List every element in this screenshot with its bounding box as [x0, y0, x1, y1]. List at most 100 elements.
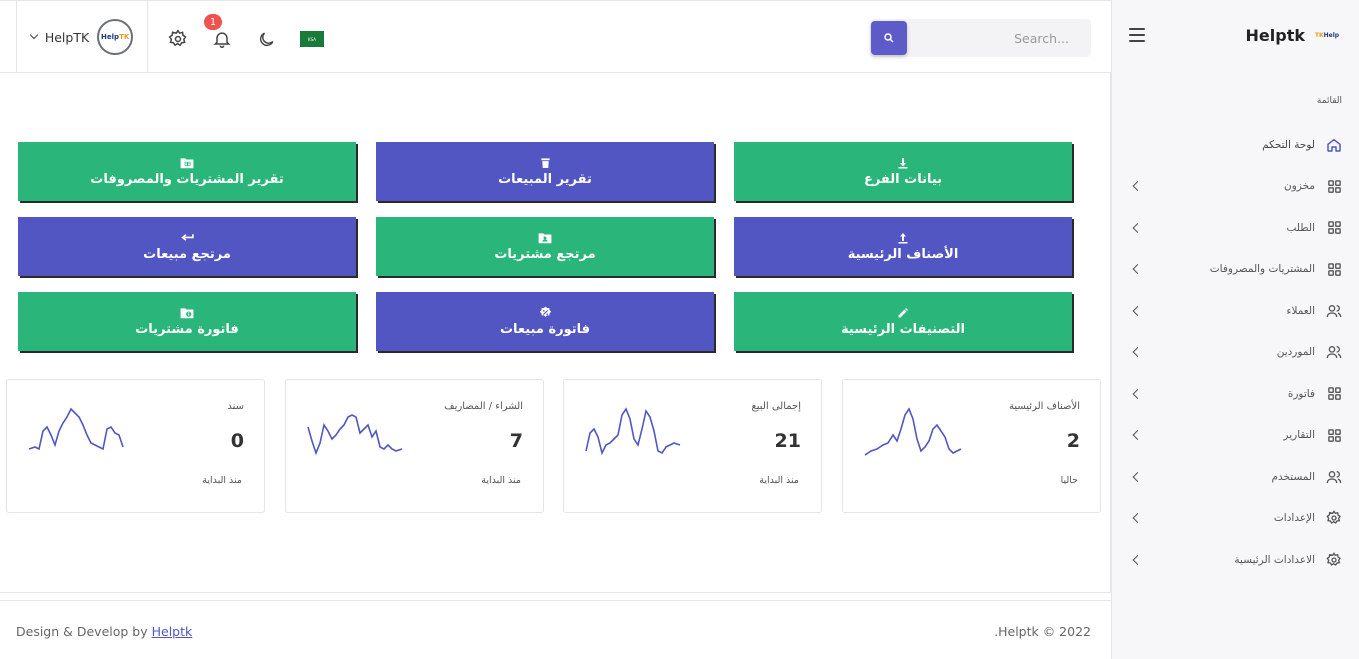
search-box [870, 19, 1091, 57]
search-button[interactable] [871, 21, 907, 55]
sparkline [585, 407, 681, 456]
sidebar-item-label: الاعدادات الرئيسية [1234, 553, 1315, 566]
stat-card-main-items: الأصناف الرئيسية 2 حاليا [842, 379, 1101, 513]
tile-purchases-expenses-report[interactable]: تقرير المشتريات والمصروفات [18, 142, 356, 201]
stat-value: 2 [1066, 430, 1080, 452]
chevron-left-icon [1132, 181, 1143, 192]
sidebar-menu: لوحة التحكم مخزون الطلب المشتريات والمصر… [1112, 124, 1359, 581]
footer-credit-text: Design & Develop by [16, 624, 148, 639]
sidebar-item-reports[interactable]: التقارير [1112, 415, 1359, 457]
chevron-left-icon [1132, 264, 1143, 275]
tile-label: التصنيفات الرئيسية [841, 321, 965, 337]
sidebar-item-invoice[interactable]: فاتورة [1112, 373, 1359, 415]
sidebar-item-label: المستخدم [1271, 470, 1315, 483]
sidebar-brand[interactable]: Help TK Helptk [1245, 26, 1340, 45]
tile-label: تقرير المبيعات [498, 171, 592, 187]
stat-value: 7 [509, 430, 523, 452]
chevron-left-icon [1132, 347, 1143, 358]
chevron-left-icon [1132, 388, 1143, 399]
folder-table-icon [180, 157, 194, 169]
tile-label: فاتورة مشتريات [135, 321, 239, 337]
chevron-down-icon [29, 30, 39, 40]
stat-subtitle: منذ البداية [481, 475, 521, 486]
upload-icon [896, 232, 910, 244]
sidebar-item-label: المشتريات والمصروفات [1209, 263, 1315, 276]
tile-label: بيانات الفرع [863, 171, 943, 187]
sidebar-item-orders[interactable]: الطلب [1112, 207, 1359, 249]
chevron-left-icon [1132, 305, 1143, 316]
tile-label: الأصناف الرئيسية [847, 246, 959, 262]
sidebar-item-purchases-expenses[interactable]: المشتريات والمصروفات [1112, 249, 1359, 291]
home-icon [1325, 136, 1343, 154]
menu-toggle-icon[interactable] [1129, 28, 1145, 42]
users-icon [1325, 343, 1343, 361]
moon-icon[interactable] [255, 28, 277, 50]
topbar: HelpTK Help TK 1 KSA [0, 0, 1111, 73]
badge-percent-icon [538, 306, 552, 319]
search-input[interactable] [910, 19, 1085, 57]
tile-main-categories[interactable]: التصنيفات الرئيسية [734, 292, 1072, 351]
sidebar-item-label: الطلب [1286, 221, 1315, 234]
tile-sales-returns[interactable]: مرتجع مبيعات [18, 217, 356, 276]
notification-badge: 1 [204, 14, 222, 30]
chevron-left-icon [1132, 554, 1143, 565]
search-icon [884, 33, 894, 43]
avatar: Help TK [97, 19, 134, 55]
tile-branch-data[interactable]: بيانات الفرع [734, 142, 1072, 201]
footer: Design & Develop by Helptk .Helptk © 202… [0, 600, 1111, 659]
sidebar-item-label: العملاء [1286, 304, 1315, 317]
tile-label: تقرير المشتريات والمصروفات [90, 171, 284, 187]
footer-credit: Design & Develop by Helptk [16, 624, 192, 639]
tile-purchase-invoice[interactable]: فاتورة مشتريات [18, 292, 356, 351]
tile-label: مرتجع مبيعات [143, 246, 231, 262]
stat-card-purchases-expenses: الشراء / المصاريف 7 منذ البداية [285, 379, 544, 513]
stat-title: الشراء / المصاريف [444, 401, 523, 412]
main-content: بيانات الفرع تقرير المبيعات تقرير المشتر… [0, 73, 1111, 593]
brand-name: Helptk [1245, 26, 1305, 45]
tile-sales-report[interactable]: تقرير المبيعات [376, 142, 714, 201]
sparkline [28, 407, 124, 451]
grid-icon [1325, 177, 1343, 195]
bell-icon[interactable] [211, 28, 233, 50]
stat-subtitle: منذ البداية [759, 475, 799, 486]
sidebar-section-label: القائمة [1316, 96, 1342, 106]
gear-icon [1325, 551, 1343, 569]
pencil-icon [896, 307, 910, 319]
chevron-left-icon [1132, 222, 1143, 233]
sidebar-item-suppliers[interactable]: الموردين [1112, 332, 1359, 374]
sidebar-item-settings[interactable]: الإعدادات [1112, 498, 1359, 540]
trash-icon [538, 157, 552, 169]
tile-label: فاتورة مبيعات [499, 321, 591, 337]
footer-copyright: .Helptk © 2022 [994, 624, 1091, 639]
sidebar: Help TK Helptk القائمة لوحة التحكم مخزون … [1111, 0, 1359, 659]
sidebar-item-customers[interactable]: العملاء [1112, 290, 1359, 332]
footer-credit-link[interactable]: Helptk [151, 624, 193, 639]
grid-icon [1325, 426, 1343, 444]
stat-title: الأصناف الرئيسية [1008, 401, 1080, 412]
sidebar-item-dashboard[interactable]: لوحة التحكم [1112, 124, 1359, 166]
folder-info-icon [180, 307, 194, 319]
stat-card-voucher: سند 0 منذ البداية [6, 379, 265, 513]
sidebar-item-user[interactable]: المستخدم [1112, 456, 1359, 498]
saudi-flag-icon[interactable]: KSA [300, 31, 324, 47]
brand-logo: Help TK [1314, 32, 1340, 39]
tile-label: مرتجع مشتريات [494, 246, 596, 262]
sidebar-item-main-settings[interactable]: الاعدادات الرئيسية [1112, 539, 1359, 581]
sparkline [307, 414, 403, 456]
sidebar-item-inventory[interactable]: مخزون [1112, 166, 1359, 208]
tile-sales-invoice[interactable]: فاتورة مبيعات [376, 292, 714, 351]
stat-value: 0 [230, 430, 244, 452]
stat-card-total-sales: إجمالى البيع 21 منذ البداية [563, 379, 822, 513]
chevron-left-icon [1132, 513, 1143, 524]
tile-main-items[interactable]: الأصناف الرئيسية [734, 217, 1072, 276]
settings-gear-icon[interactable] [167, 28, 189, 50]
user-name: HelpTK [44, 29, 90, 45]
user-menu[interactable]: HelpTK Help TK [16, 1, 148, 73]
sidebar-item-label: الإعدادات [1273, 512, 1315, 525]
chevron-left-icon [1132, 471, 1143, 482]
return-arrow-icon [180, 232, 194, 244]
tile-purchase-returns[interactable]: مرتجع مشتريات [376, 217, 714, 276]
users-icon [1325, 468, 1343, 486]
sidebar-item-label: لوحة التحكم [1262, 138, 1315, 151]
